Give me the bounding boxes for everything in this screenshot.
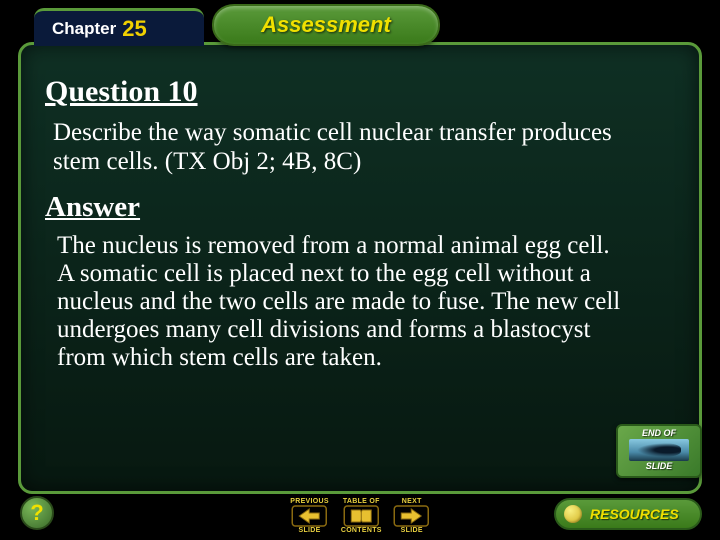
chapter-tab: Chapter 25 — [34, 8, 204, 46]
answer-body: The nucleus is removed from a normal ani… — [57, 232, 627, 372]
arrow-right-icon — [394, 505, 430, 527]
nav-label: TABLE OF — [343, 498, 380, 505]
whale-icon — [629, 439, 689, 461]
nav-label: NEXT — [402, 498, 422, 505]
arrow-left-icon — [292, 505, 328, 527]
section-title: Assessment — [261, 12, 391, 38]
nav-label: SLIDE — [401, 527, 423, 534]
section-title-tab: Assessment — [212, 4, 440, 46]
question-header: Question 10 — [45, 75, 671, 109]
next-slide-button[interactable]: NEXT SLIDE — [394, 498, 430, 534]
eos-line2: SLIDE — [646, 461, 673, 471]
help-icon: ? — [30, 500, 43, 526]
previous-slide-button[interactable]: PREVIOUS SLIDE — [290, 498, 329, 534]
content-card: Question 10 Describe the way somatic cel… — [18, 42, 702, 494]
chapter-label: Chapter — [52, 19, 116, 39]
book-icon — [343, 505, 379, 527]
resources-label: RESOURCES — [590, 506, 679, 522]
help-button[interactable]: ? — [20, 496, 54, 530]
nav-label: CONTENTS — [341, 527, 382, 534]
end-of-slide-badge: END OF SLIDE — [616, 424, 702, 478]
chapter-number: 25 — [122, 16, 146, 42]
eos-line1: END OF — [642, 428, 676, 438]
resources-dot-icon — [564, 505, 582, 523]
resources-button[interactable]: RESOURCES — [554, 498, 702, 530]
nav-label: SLIDE — [298, 527, 320, 534]
nav-label: PREVIOUS — [290, 498, 329, 505]
table-of-contents-button[interactable]: TABLE OF CONTENTS — [341, 498, 382, 534]
answer-header: Answer — [45, 191, 671, 224]
nav-group: PREVIOUS SLIDE TABLE OF CONTENTS NEXT SL… — [290, 498, 429, 534]
question-body: Describe the way somatic cell nuclear tr… — [53, 119, 643, 177]
